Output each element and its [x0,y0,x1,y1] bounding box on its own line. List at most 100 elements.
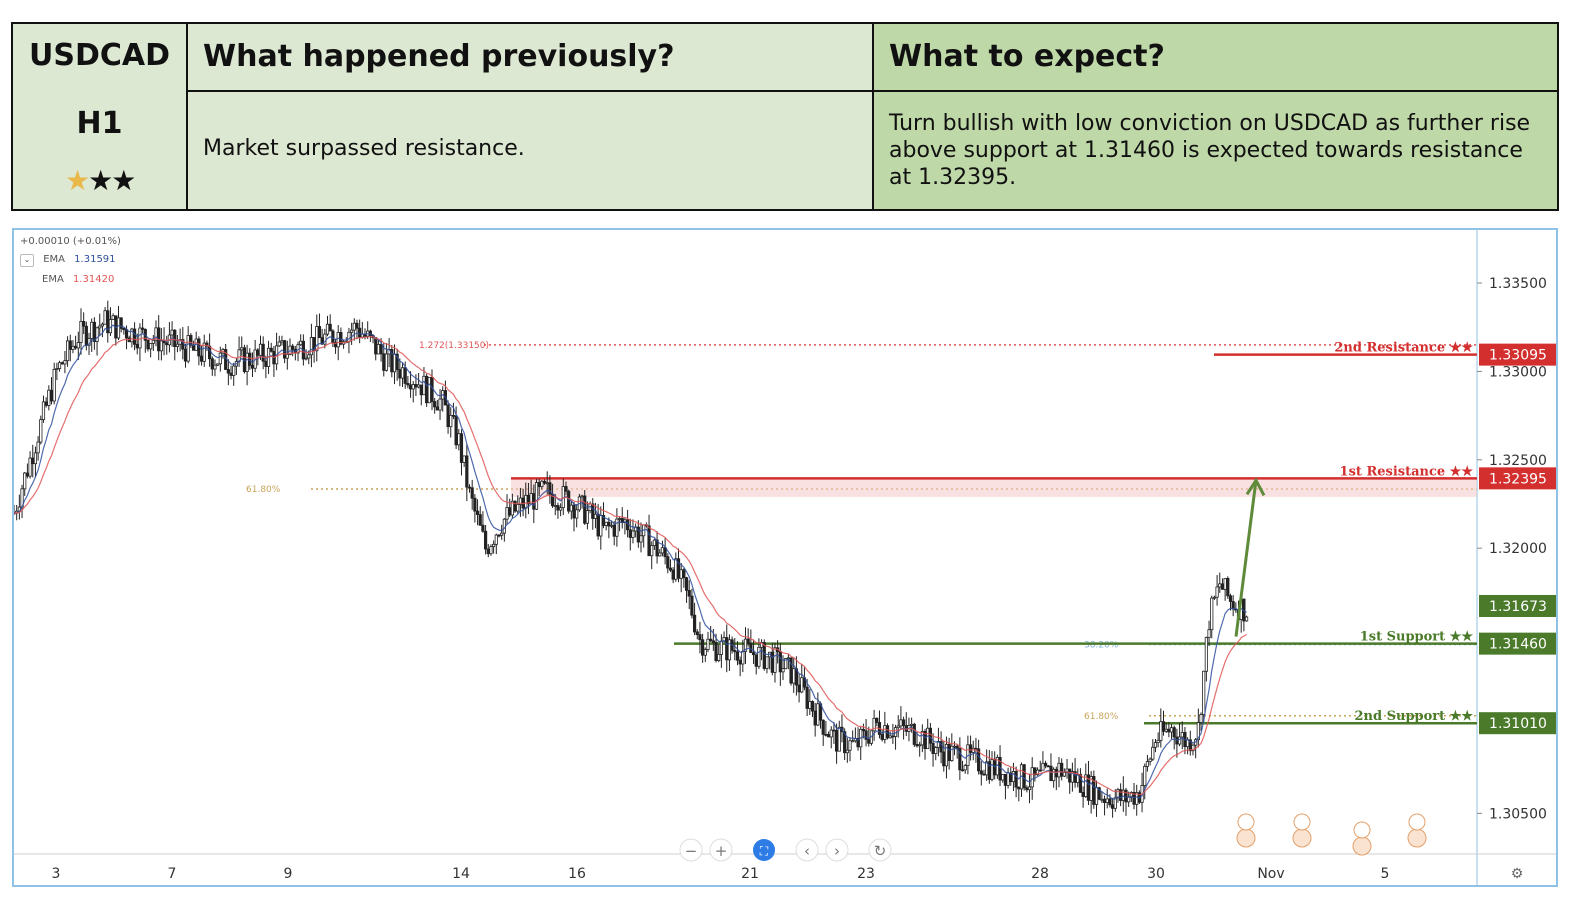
back-button[interactable] [795,838,819,862]
candle-body [90,321,94,339]
candle-body [888,735,892,739]
candle-body [400,367,405,379]
candle-body [1226,578,1230,597]
candle-body [1062,772,1066,777]
candle-body [208,345,212,360]
forward-button[interactable] [825,838,849,862]
candle-body [1119,789,1123,801]
candle-body [248,352,252,366]
star-empty-icon: ★ [88,164,113,197]
candle-body [65,340,70,362]
x-tick-label: 30 [1147,866,1165,882]
candle-body [1180,731,1184,738]
candle-body [1164,728,1168,732]
economic-event-marker[interactable] [1352,836,1372,856]
fit-screen-button[interactable] [753,839,775,861]
candle-body [422,375,426,396]
zoom-in-button[interactable] [709,838,733,862]
candle-body [599,514,603,537]
candle-body [408,384,413,390]
chart-canvas[interactable]: 1.33500 1.33000 1.32500 1.32000 1.30500 3 7 9 14… [14,230,1556,885]
candle-body [454,415,458,446]
candle-body [885,725,890,739]
candle-body [307,354,311,359]
x-tick-label: 16 [568,866,586,882]
zoom-in-icon: + [715,842,728,860]
candle-body [692,614,697,633]
candle-body [910,723,914,726]
legend-collapse-icon[interactable]: ⌄ [20,254,34,267]
candle-body [304,357,308,360]
candle-body [880,734,884,740]
candle-body [355,322,359,329]
candle-body [735,651,740,661]
candle-body [269,347,273,352]
candle-body [347,331,351,343]
expect-title: What to expect? [889,39,1165,74]
candle-body [285,354,289,359]
candle-body [915,744,919,747]
reset-icon: ↻ [874,842,887,860]
candle-body [1068,768,1072,783]
candle-body [202,342,206,362]
candle-body [55,368,59,370]
candle-body [358,327,362,338]
candle-body [283,340,287,359]
candle-body [489,546,493,555]
ema-1-name: EMA [43,254,65,265]
candle-body [417,384,421,388]
reset-button[interactable] [868,838,892,862]
expect-text: Turn bullish with low conviction on USDC… [889,111,1531,190]
candle-body [1105,798,1109,803]
candle-body [1022,764,1026,789]
candle-body [674,558,678,580]
candle-body [1041,762,1045,771]
candle-body [79,321,83,343]
price-chart[interactable]: 1.33500 1.33000 1.32500 1.32000 1.30500 3 7 9 14… [12,228,1558,887]
candle-body [548,482,552,495]
candle-body [843,731,847,754]
timeframe-label: H1 [76,106,123,141]
candle-body [695,631,699,636]
candle-body [668,567,673,571]
candle-body [569,504,573,512]
candle-body [636,526,640,543]
flag-icon [1237,813,1255,831]
economic-event-marker[interactable] [1292,828,1312,848]
x-tick-label: Nov [1257,866,1284,882]
candle-body [918,744,922,747]
candle-body [676,558,681,579]
candle-body [1143,766,1147,786]
candle-body [596,513,600,537]
candle-body [1025,787,1029,791]
candle-body [250,364,255,369]
candle-body [687,590,691,597]
candle-body [1210,597,1214,631]
candle-body [765,656,769,669]
candle-body [1156,739,1160,744]
candle-body [216,363,220,366]
economic-event-marker[interactable] [1407,828,1427,848]
candle-body [647,525,651,557]
ema-line-2 [14,336,1247,796]
zoom-out-button[interactable] [679,838,703,862]
candle-body [1218,583,1222,588]
candle-body [612,524,616,537]
candle-body [751,652,756,656]
candle-body [280,340,284,343]
candle-body [95,327,99,342]
candle-body [1027,786,1032,791]
candle-body [1049,765,1053,782]
candle-body [532,493,536,510]
candle-body [952,745,957,748]
economic-event-marker[interactable] [1236,828,1256,848]
candle-body [580,495,584,498]
candle-body [146,339,150,350]
candle-body [1223,578,1227,590]
candle-body [392,353,397,373]
support-level-label: 2nd Support ★★ [1355,709,1474,724]
resistance-zone [511,478,1477,497]
candle-body [459,433,464,463]
candle-body [1011,771,1016,783]
candle-body [264,360,268,367]
